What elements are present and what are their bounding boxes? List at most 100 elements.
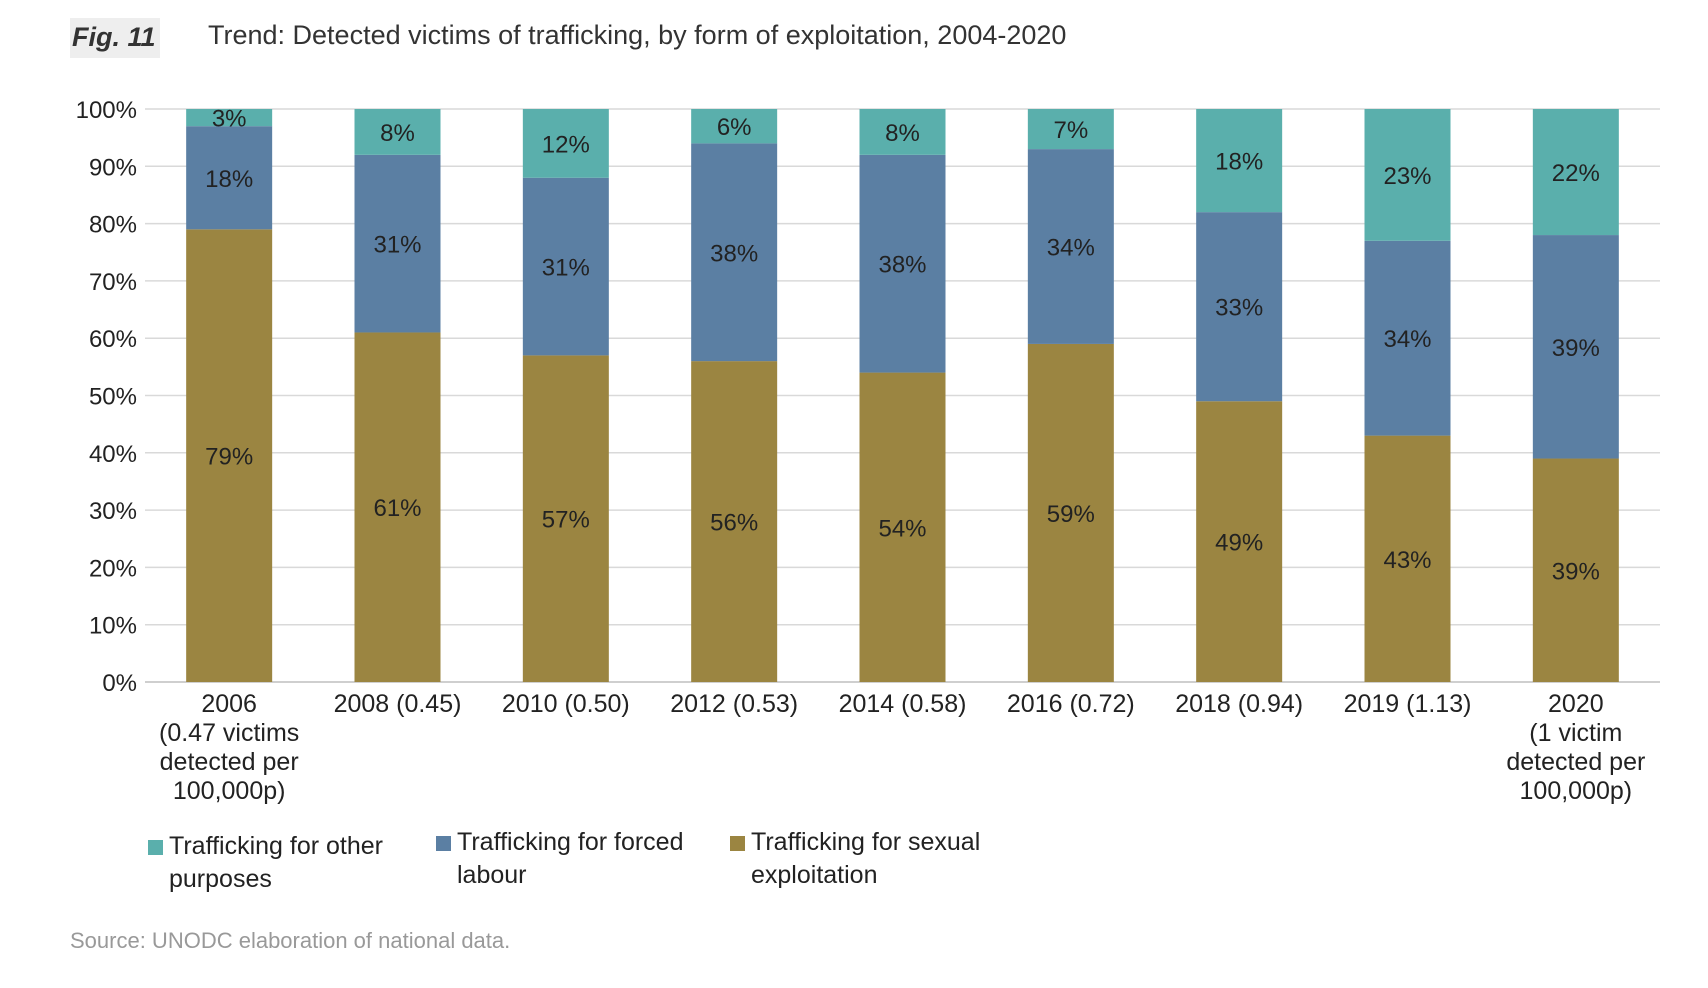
y-tick-label: 90% <box>89 154 137 181</box>
data-label: 33% <box>1215 295 1263 322</box>
bar-segment-forced <box>691 143 778 362</box>
x-tick-label-line: 2006 <box>201 690 257 718</box>
bar-segment-other <box>186 109 273 127</box>
x-tick-label-line: 2019 (1.13) <box>1344 690 1472 718</box>
bar-segment-forced <box>522 177 609 356</box>
data-label: 57% <box>542 507 590 534</box>
bar-segment-other <box>354 109 441 155</box>
y-tick-label: 50% <box>89 384 137 411</box>
y-tick-label: 10% <box>89 613 137 640</box>
bar-segment-forced <box>186 126 273 230</box>
data-label: 49% <box>1215 530 1263 557</box>
data-label: 7% <box>1053 117 1088 144</box>
legend-swatch-forced <box>436 836 451 851</box>
data-label: 39% <box>1552 558 1600 585</box>
data-label: 34% <box>1047 235 1095 262</box>
data-label: 34% <box>1383 326 1431 353</box>
x-tick-label-line: 2016 (0.72) <box>1007 690 1135 718</box>
bar-segment-sexual <box>691 361 778 682</box>
bar-segment-other <box>1532 109 1619 236</box>
x-tick-label-line: (0.47 victims <box>159 719 299 747</box>
bar-segment-forced <box>1532 235 1619 459</box>
bar-segment-sexual <box>354 332 441 682</box>
data-label: 43% <box>1383 547 1431 574</box>
data-label: 39% <box>1552 335 1600 362</box>
x-tick-label: 2006 (0.47 victims detected per 100,000p) <box>159 690 299 805</box>
y-tick-label: 60% <box>89 326 137 353</box>
data-label: 12% <box>542 131 590 158</box>
legend-swatch-other <box>148 840 163 855</box>
data-label: 31% <box>542 255 590 282</box>
bar-segment-sexual <box>1364 435 1451 682</box>
bar-segment-other <box>1364 109 1451 241</box>
data-label: 59% <box>1047 501 1095 528</box>
bar-segment-forced <box>1196 212 1283 402</box>
x-tick-label-line: 2012 (0.53) <box>670 690 798 718</box>
bar-segment-other <box>1196 109 1283 213</box>
x-tick-label: 2008 (0.45) <box>334 690 462 718</box>
data-label: 23% <box>1383 163 1431 190</box>
legend-swatch-sexual <box>730 836 745 851</box>
bar-segment-other <box>691 109 778 144</box>
data-label: 22% <box>1552 160 1600 187</box>
legend-label-forced: Trafficking for forced labour <box>457 826 683 892</box>
y-tick-label: 70% <box>89 269 137 296</box>
data-label: 54% <box>878 515 926 542</box>
data-label: 31% <box>373 232 421 259</box>
data-label: 56% <box>710 510 758 537</box>
y-tick-label: 20% <box>89 555 137 582</box>
x-tick-label: 2019 (1.13) <box>1344 690 1472 718</box>
data-label: 3% <box>212 106 247 133</box>
x-tick-label: 2016 (0.72) <box>1007 690 1135 718</box>
legend-label-line: purposes <box>169 865 272 893</box>
data-label: 6% <box>717 114 752 141</box>
data-label: 8% <box>380 120 415 147</box>
x-tick-label-line: 2020 <box>1548 690 1604 718</box>
bar-segment-other <box>859 109 946 155</box>
x-tick-label-line: 100,000p) <box>173 777 286 805</box>
legend-label-line: Trafficking for sexual <box>751 828 981 856</box>
legend-label-line: exploitation <box>751 861 878 889</box>
x-tick-label: 2018 (0.94) <box>1175 690 1303 718</box>
y-tick-label: 80% <box>89 212 137 239</box>
bar-segment-sexual <box>1532 458 1619 682</box>
legend-label-other: Trafficking for other purposes <box>169 830 383 896</box>
bar-segment-sexual <box>859 372 946 682</box>
bar-segment-forced <box>859 154 946 373</box>
data-label: 38% <box>710 240 758 267</box>
x-tick-label-line: detected per <box>1506 748 1645 776</box>
legend-label-sexual: Trafficking for sexual exploitation <box>751 826 980 892</box>
figure-label-box: Fig. 11 <box>70 18 160 58</box>
data-label: 61% <box>373 495 421 522</box>
y-tick-label: 0% <box>102 670 137 697</box>
y-tick-label: 40% <box>89 441 137 468</box>
bar-segment-sexual <box>1196 401 1283 682</box>
bar-segment-sexual <box>186 229 273 682</box>
data-label: 18% <box>1215 149 1263 176</box>
bar-segment-other <box>1027 109 1114 150</box>
data-label: 38% <box>878 252 926 279</box>
x-tick-label-line: 100,000p) <box>1520 777 1633 805</box>
bar-segment-sexual <box>522 355 609 682</box>
bar-segment-forced <box>1027 149 1114 344</box>
stacked-bar-chart: 0% 10% 20% 30% 40% 50% 60% 70% 80% 90% 100% 79% 18% 3… <box>76 97 1660 805</box>
x-tick-label-line: detected per <box>160 748 299 776</box>
legend-label-line: labour <box>457 861 527 889</box>
source-note: Source: UNODC elaboration of national da… <box>70 928 511 953</box>
legend-label-line: Trafficking for forced <box>457 828 684 856</box>
bar-segment-other <box>522 109 609 178</box>
legend-label-line: Trafficking for other <box>169 832 383 860</box>
x-tick-label-line: (1 victim <box>1529 719 1622 747</box>
bar-segment-forced <box>354 154 441 333</box>
y-tick-label: 100% <box>76 97 137 124</box>
bar-segment-sexual <box>1027 343 1114 682</box>
figure-label: Fig. 11 <box>72 22 156 52</box>
data-label: 8% <box>885 120 920 147</box>
x-tick-label: 2020 (1 victim detected per 100,000p) <box>1506 690 1645 805</box>
x-tick-label-line: 2018 (0.94) <box>1175 690 1303 718</box>
x-tick-label-line: 2008 (0.45) <box>334 690 462 718</box>
bar-segment-forced <box>1364 240 1451 436</box>
y-tick-label: 30% <box>89 498 137 525</box>
chart-title: Trend: Detected victims of trafficking, … <box>208 20 1067 50</box>
x-tick-label-line: 2010 (0.50) <box>502 690 630 718</box>
